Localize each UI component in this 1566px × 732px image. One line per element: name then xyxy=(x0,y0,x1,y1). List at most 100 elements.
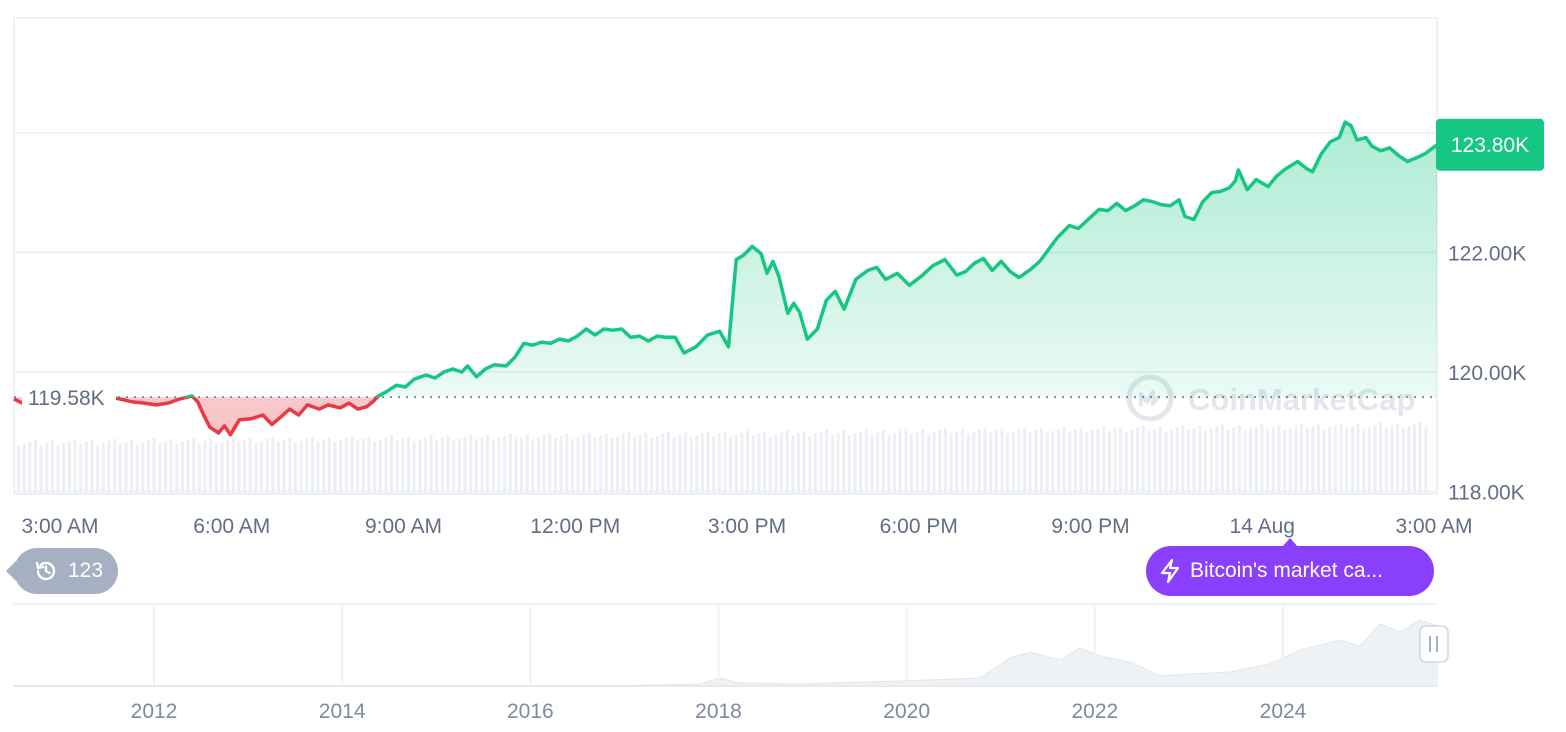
volume-bar xyxy=(774,434,778,494)
volume-bar xyxy=(1017,429,1021,494)
range-axis: 2012 2014 2016 2018 2020 2022 2024 xyxy=(131,700,1307,723)
range-tick-label: 2024 xyxy=(1260,700,1307,723)
volume-bar xyxy=(763,431,767,494)
volume-bar xyxy=(548,433,552,494)
y-tick-label: 120.00K xyxy=(1448,362,1526,385)
volume-bar xyxy=(1102,426,1106,494)
volume-bar xyxy=(1345,428,1349,494)
volume-bar xyxy=(260,440,264,494)
volume-bar xyxy=(1271,427,1275,494)
news-event-button[interactable]: Bitcoin's market ca... xyxy=(1146,538,1434,596)
volume-bar xyxy=(50,440,54,494)
volume-bar xyxy=(813,433,817,494)
volume-bar xyxy=(898,430,902,494)
volume-bar xyxy=(1000,428,1004,494)
volume-bar xyxy=(1333,425,1337,494)
volume-bar xyxy=(282,439,286,494)
volume-bar xyxy=(1322,429,1326,494)
volume-bar xyxy=(966,433,970,494)
range-handle[interactable] xyxy=(1419,625,1449,663)
volume-bar xyxy=(265,438,269,494)
range-history-area xyxy=(14,619,1438,687)
volume-bar xyxy=(84,442,88,494)
news-text: Bitcoin's market ca... xyxy=(1190,559,1384,582)
volume-bar xyxy=(452,440,456,494)
volume-bar xyxy=(316,441,320,494)
volume-bar xyxy=(226,439,230,494)
volume-bar xyxy=(1373,424,1377,494)
volume-bar xyxy=(994,430,998,494)
range-tick-label: 2014 xyxy=(319,700,366,723)
volume-bar xyxy=(520,436,524,494)
volume-bar xyxy=(163,441,167,494)
volume-bar xyxy=(1203,430,1207,494)
volume-bar xyxy=(655,435,659,494)
events-count: 123 xyxy=(68,559,104,582)
range-navigator[interactable]: 2012 2014 2016 2018 2020 2022 2024 xyxy=(14,603,1449,723)
volume-bar xyxy=(1407,426,1411,494)
volume-bar xyxy=(1073,429,1077,494)
volume-bar xyxy=(124,441,128,494)
volume-bar xyxy=(644,433,648,494)
volume-bar xyxy=(373,441,377,494)
volume-bar xyxy=(423,436,427,494)
volume-bar xyxy=(661,433,665,494)
volume-bar xyxy=(299,440,303,494)
baseline-label: 119.58K xyxy=(28,387,105,410)
volume-bar xyxy=(559,436,563,494)
volume-bar xyxy=(1023,427,1027,494)
events-count-button[interactable]: 123 xyxy=(6,548,118,594)
volume-bar xyxy=(1260,424,1264,494)
volume-bar xyxy=(876,432,880,494)
volume-bar xyxy=(1136,427,1140,494)
volume-bar xyxy=(723,432,727,494)
price-line-down xyxy=(13,397,381,437)
volume-bar xyxy=(276,441,280,494)
range-tick-label: 2012 xyxy=(131,700,178,723)
volume-bar xyxy=(1288,427,1292,494)
volume-bar xyxy=(1237,425,1241,494)
volume-bar xyxy=(1328,427,1332,494)
volume-bar xyxy=(887,434,891,494)
range-tick-label: 2022 xyxy=(1071,700,1118,723)
volume-bar xyxy=(435,439,439,494)
volume-bar xyxy=(271,436,275,494)
y-tick-label: 118.00K xyxy=(1448,482,1525,505)
volume-bar xyxy=(780,432,784,494)
volume-bar xyxy=(486,435,490,494)
volume-bar xyxy=(960,428,964,494)
volume-bar xyxy=(1413,424,1417,494)
volume-bar xyxy=(915,431,919,494)
range-tick-label: 2020 xyxy=(883,700,930,723)
volume-bar xyxy=(491,439,495,494)
lightning-bolt-icon xyxy=(1158,558,1182,584)
volume-bar xyxy=(248,438,252,494)
events-pill-arrow xyxy=(6,561,16,581)
volume-bar xyxy=(474,439,478,494)
volume-bar xyxy=(683,432,687,494)
volume-bar xyxy=(836,432,840,494)
volume-bar xyxy=(706,431,710,494)
volume-bar xyxy=(90,440,94,494)
volume-bar xyxy=(192,437,196,494)
volume-bar xyxy=(288,437,292,494)
volume-bar xyxy=(785,430,789,494)
volume-bar xyxy=(141,442,145,494)
volume-bar xyxy=(531,439,535,494)
range-tick-label: 2016 xyxy=(507,700,554,723)
volume-bar xyxy=(1367,426,1371,494)
volume-bar xyxy=(28,441,32,494)
history-clock-icon xyxy=(34,559,58,583)
volume-bar xyxy=(1124,431,1128,494)
x-tick-label: 3:00 AM xyxy=(1395,515,1472,538)
volume-bar xyxy=(107,440,111,494)
volume-bar xyxy=(1232,427,1236,494)
volume-bar xyxy=(700,433,704,494)
x-tick-label: 12:00 PM xyxy=(530,515,620,538)
volume-bar xyxy=(333,441,337,494)
volume-bar xyxy=(169,439,173,494)
price-line xyxy=(13,120,1439,437)
volume-bar xyxy=(1107,431,1111,494)
volume-bar xyxy=(666,431,670,494)
volume-bar xyxy=(604,433,608,494)
